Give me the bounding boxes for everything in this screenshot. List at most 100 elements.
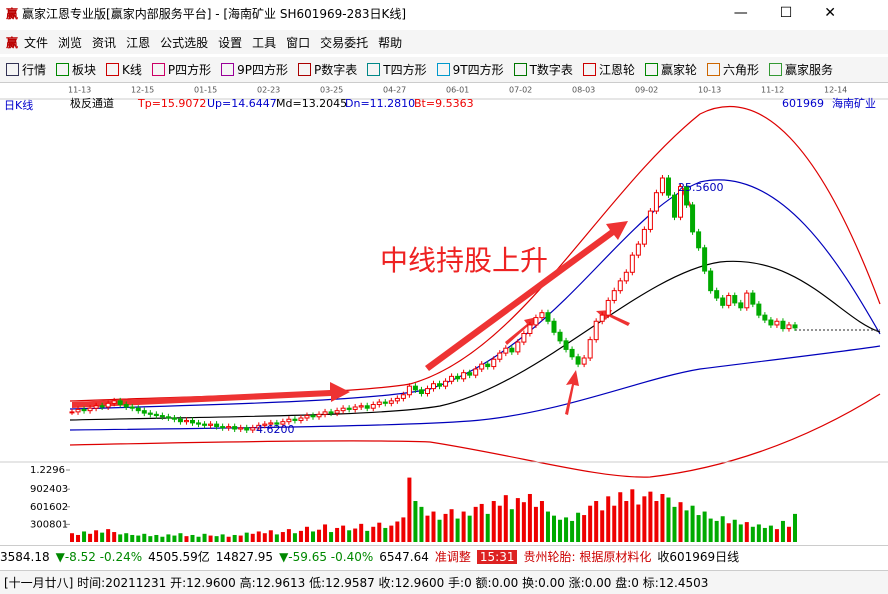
status-sz-amount: 6547.64: [379, 549, 429, 564]
menu-icon: 赢: [6, 35, 19, 50]
tool-icon: [367, 63, 381, 76]
candle-body: [443, 380, 449, 387]
volume-bar: [347, 530, 352, 542]
candle-body: [696, 231, 702, 249]
volume-bar: [160, 536, 165, 542]
candle-body: [449, 375, 455, 382]
volume-bar: [208, 535, 213, 542]
tool-button[interactable]: 江恩轮: [598, 63, 635, 77]
candle-body: [678, 186, 684, 218]
tool-button[interactable]: 板块: [72, 63, 97, 77]
tool-button[interactable]: P四方形: [167, 63, 212, 77]
tool-button[interactable]: P数字表: [314, 63, 358, 77]
tool-button[interactable]: 行情: [22, 63, 47, 77]
candle-body: [455, 375, 461, 380]
volume-bar: [371, 526, 376, 542]
candle-body: [768, 319, 774, 326]
volume-bar: [395, 521, 400, 542]
window-controls[interactable]: —☐✕: [733, 5, 868, 21]
tool-button[interactable]: 9T四方形: [452, 63, 504, 77]
band-bottom: [69, 393, 881, 478]
volume-bar: [130, 534, 135, 542]
volume-bar: [220, 534, 225, 542]
date-label: 03-25: [320, 86, 343, 95]
menu-item[interactable]: 浏览: [58, 35, 83, 50]
candle-body: [418, 389, 424, 395]
tool-button[interactable]: 六角形: [722, 63, 759, 77]
menu-item[interactable]: 工具: [252, 35, 277, 50]
date-label: 09-02: [635, 86, 658, 95]
candle-body: [467, 372, 473, 376]
menu-item[interactable]: 交易委托: [320, 35, 369, 50]
candle-body: [563, 340, 569, 350]
volume-bar: [672, 506, 677, 542]
volume-bar: [178, 533, 183, 542]
menu-item[interactable]: 帮助: [378, 35, 403, 50]
volume-bar: [624, 501, 629, 542]
volume-bar: [419, 506, 424, 542]
tool-button[interactable]: T数字表: [529, 63, 573, 77]
volume-bar: [214, 536, 219, 542]
volume-bar: [154, 534, 159, 542]
candle-body: [708, 270, 714, 292]
tool-icon: [436, 63, 450, 76]
candle-body: [208, 423, 214, 426]
candle-body: [334, 410, 340, 414]
date-label: 11-13: [68, 86, 91, 95]
arrow: [72, 382, 350, 408]
menu-item[interactable]: 江恩: [126, 35, 151, 50]
menu-item[interactable]: 设置: [218, 35, 243, 50]
volume-bar: [552, 515, 556, 542]
volume-bar: [262, 533, 267, 542]
status-sh-change: ▼-8.52 -0.24%: [55, 549, 143, 564]
volume-bar: [467, 515, 472, 542]
volume-bar: [365, 530, 370, 542]
tool-button[interactable]: K线: [122, 63, 142, 77]
menu-item[interactable]: 文件: [24, 35, 49, 50]
candles: [69, 175, 798, 433]
volume-bar: [280, 532, 285, 542]
candle-body: [177, 418, 183, 423]
indicator-param: Tp=15.9072: [137, 97, 206, 110]
volume-bar: [359, 523, 364, 542]
candle-body: [400, 394, 406, 399]
volume-bar: [461, 511, 466, 542]
menu-item[interactable]: 窗口: [286, 35, 311, 50]
tool-button[interactable]: 赢家轮: [660, 63, 697, 77]
status-bar: 3584.18 ▼-8.52 -0.24% 4505.59亿 14827.95 ▼-59…: [0, 545, 888, 567]
volume-bar: [588, 505, 593, 542]
candle-body: [141, 410, 147, 414]
candle-body: [322, 411, 328, 415]
volume-bar: [413, 501, 418, 542]
arrow: [505, 317, 537, 345]
volume-bar: [82, 531, 87, 542]
volume-bar: [678, 502, 683, 542]
volume-bar: [449, 509, 454, 542]
candle-body: [256, 424, 262, 429]
menu-item[interactable]: 公式选股: [160, 35, 209, 50]
tool-button[interactable]: T四方形: [383, 63, 427, 77]
candle-body: [551, 320, 557, 333]
volume-bar: [485, 513, 490, 542]
menu-item[interactable]: 资讯: [92, 35, 117, 50]
volume-bar: [112, 532, 117, 542]
volume-bar: [437, 519, 442, 542]
tool-button[interactable]: 赢家服务: [784, 63, 833, 77]
tool-button[interactable]: 9P四方形: [237, 63, 289, 77]
volume-bar: [708, 518, 713, 542]
candle-body: [238, 427, 244, 430]
toolbar: 行情 板块 K线 P四方形 9P四方形 P数字表 T四方形 9T四方形 T数字表 江恩轮 赢家轮 六角…: [0, 57, 888, 83]
candle-body: [738, 302, 744, 309]
volume-bar: [636, 504, 641, 542]
volume-bar: [304, 526, 309, 542]
volume-bar: [431, 511, 436, 542]
candle-body: [774, 320, 780, 326]
candle-body: [509, 347, 515, 353]
volume-bar: [118, 534, 123, 542]
candle-body: [262, 423, 268, 426]
tool-icon: [6, 63, 19, 76]
volume-bar: [666, 497, 671, 542]
indicator-param: Up=14.6447: [207, 97, 277, 110]
volume-bar: [286, 529, 291, 542]
